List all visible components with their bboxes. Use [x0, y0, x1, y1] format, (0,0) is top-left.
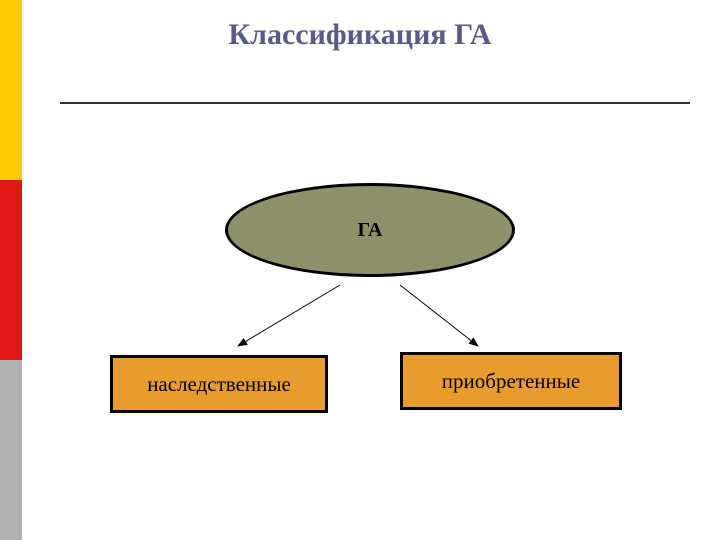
arrow: [238, 285, 340, 346]
leaf-node-label: наследственные: [147, 372, 291, 397]
leaf-node: приобретенные: [400, 352, 622, 410]
root-node-label: ГА: [358, 219, 383, 242]
arrow: [400, 285, 478, 346]
leaf-node-label: приобретенные: [442, 369, 580, 394]
page-title: Классификация ГА: [0, 18, 720, 52]
title-underline: [60, 102, 690, 104]
decor-stripe-bot: [0, 360, 22, 540]
leaf-node: наследственные: [110, 355, 328, 413]
decor-stripe-mid: [0, 180, 22, 360]
root-node: ГА: [225, 183, 515, 277]
